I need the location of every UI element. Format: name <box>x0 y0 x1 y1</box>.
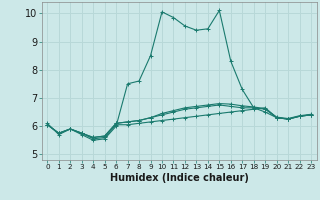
X-axis label: Humidex (Indice chaleur): Humidex (Indice chaleur) <box>110 173 249 183</box>
